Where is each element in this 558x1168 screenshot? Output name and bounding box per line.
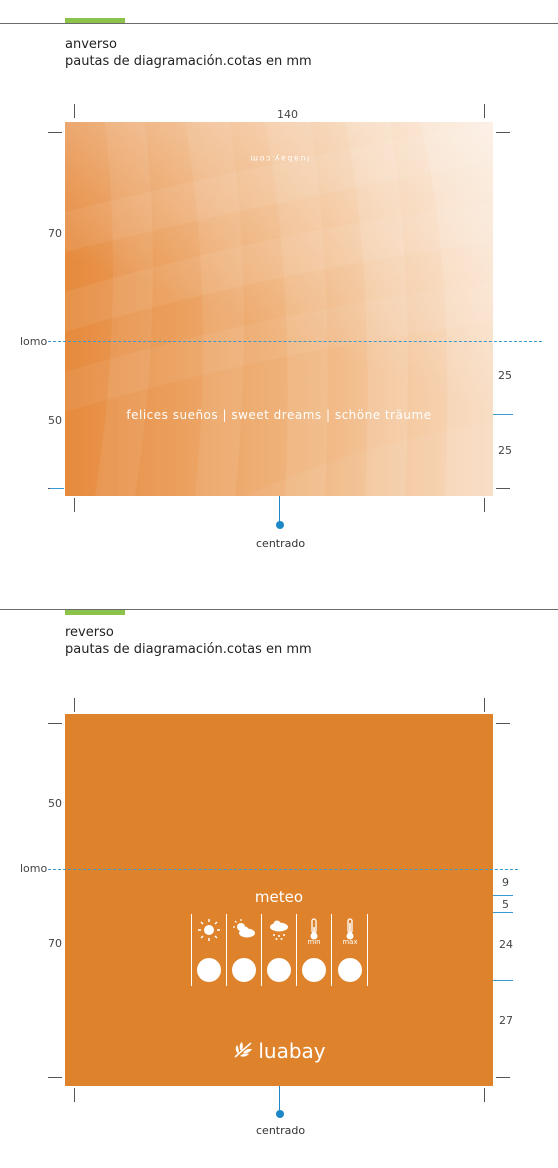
center-guide xyxy=(279,1086,280,1112)
top-rule xyxy=(0,23,558,24)
temp-max-label: max xyxy=(342,938,358,946)
spine-guide xyxy=(48,341,542,342)
accent-tab xyxy=(65,610,125,615)
temp-min-label: min xyxy=(307,938,321,946)
right-dimension: 5 xyxy=(502,898,509,911)
crop-mark xyxy=(484,498,485,512)
center-marker xyxy=(276,521,284,529)
weather-slot xyxy=(267,958,291,982)
thermometer-min-icon xyxy=(310,918,318,940)
guide-tick xyxy=(493,912,513,913)
divider xyxy=(261,914,262,986)
weather-widget: min max xyxy=(191,914,369,986)
crop-mark xyxy=(496,723,510,724)
width-dimension: 140 xyxy=(277,108,298,121)
back-card: meteo xyxy=(65,714,493,1086)
top-height-dimension: 70 xyxy=(48,227,62,240)
center-label: centrado xyxy=(256,1124,306,1137)
guide-tick xyxy=(493,414,513,415)
mid-rule xyxy=(0,609,558,610)
back-subtitle: pautas de diagramación.cotas en mm xyxy=(65,642,312,657)
weather-slot xyxy=(232,958,256,982)
brand-name: luabay xyxy=(258,1039,326,1063)
card-pattern xyxy=(65,122,493,496)
right-dimension: 25 xyxy=(498,444,512,457)
divider xyxy=(226,914,227,986)
right-dimension: 27 xyxy=(499,1014,513,1027)
temp-max-slot xyxy=(338,958,362,982)
crop-mark xyxy=(74,498,75,512)
partly-cloudy-icon xyxy=(233,919,255,938)
front-card: luabay.com felices sueños | sweet dreams… xyxy=(65,122,493,496)
right-dimension: 25 xyxy=(498,369,512,382)
bottom-height-dimension: 50 xyxy=(48,414,62,427)
guide-tick xyxy=(493,895,513,896)
crop-mark xyxy=(74,104,75,118)
divider xyxy=(367,914,368,986)
crop-mark xyxy=(496,1077,510,1078)
rain-cloud-icon xyxy=(270,920,288,940)
front-subtitle: pautas de diagramación.cotas en mm xyxy=(65,54,312,69)
meteo-title: meteo xyxy=(254,888,304,906)
crop-mark xyxy=(48,723,62,724)
crop-mark xyxy=(496,488,510,489)
divider xyxy=(331,914,332,986)
guide-tick xyxy=(50,488,64,489)
right-dimension: 24 xyxy=(499,938,513,951)
divider xyxy=(191,914,192,986)
right-dimension: 9 xyxy=(502,876,509,889)
crop-mark xyxy=(484,698,485,712)
spine-label: lomo xyxy=(20,862,48,875)
center-marker xyxy=(276,1110,284,1118)
bottom-height-dimension: 70 xyxy=(48,937,62,950)
center-guide xyxy=(279,496,280,522)
sun-icon xyxy=(198,919,220,941)
crop-mark xyxy=(48,1077,62,1078)
divider xyxy=(296,914,297,986)
center-label: centrado xyxy=(256,537,306,550)
crop-mark xyxy=(496,132,510,133)
top-height-dimension: 50 xyxy=(48,797,62,810)
mirrored-url: luabay.com xyxy=(248,154,310,163)
back-title: reverso xyxy=(65,625,114,640)
crop-mark xyxy=(484,104,485,118)
card-tagline: felices sueños | sweet dreams | schöne t… xyxy=(126,408,432,422)
thermometer-max-icon xyxy=(346,918,354,940)
weather-slot xyxy=(197,958,221,982)
guide-tick xyxy=(493,980,513,981)
accent-tab xyxy=(65,18,125,23)
crop-mark xyxy=(74,698,75,712)
temp-min-slot xyxy=(302,958,326,982)
spine-guide xyxy=(48,869,518,870)
crop-mark xyxy=(484,1088,485,1102)
crop-mark xyxy=(48,132,62,133)
front-title: anverso xyxy=(65,37,117,52)
brand-logo: luabay xyxy=(65,1039,493,1066)
leaf-icon xyxy=(232,1039,254,1066)
spine-label: lomo xyxy=(20,335,48,348)
crop-mark xyxy=(74,1088,75,1102)
